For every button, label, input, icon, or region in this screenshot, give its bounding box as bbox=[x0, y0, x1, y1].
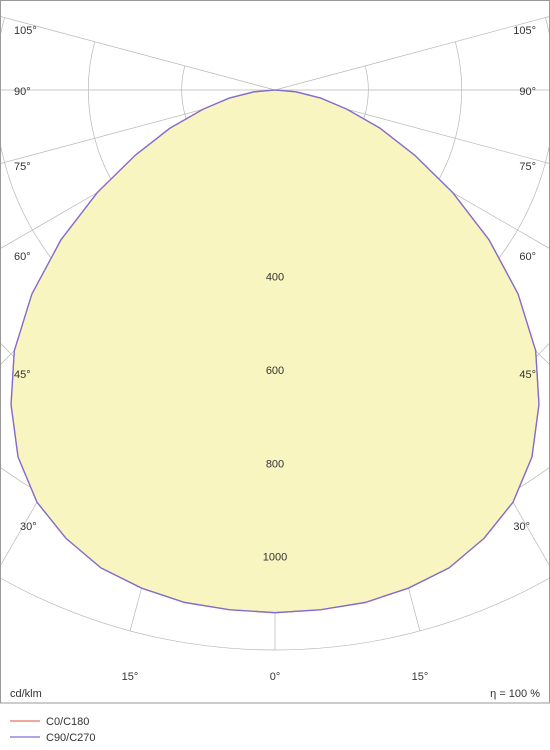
angle-label: 105° bbox=[14, 25, 37, 37]
angle-label: 30° bbox=[20, 521, 37, 533]
efficiency-label: η = 100 % bbox=[490, 688, 540, 700]
legend-label: C90/C270 bbox=[46, 732, 96, 744]
angle-label: 45° bbox=[14, 369, 31, 381]
angle-label: 15° bbox=[412, 671, 429, 683]
angle-label: 90° bbox=[14, 86, 31, 98]
angle-label: 15° bbox=[122, 671, 139, 683]
angle-label: 30° bbox=[513, 521, 530, 533]
polar-chart-svg: 105° 90° 75° 60° 45° 30° 15° 0° 15° 30° 45° 60° 75° 9… bbox=[0, 0, 550, 750]
axis-unit-label: cd/klm bbox=[10, 688, 42, 700]
angle-label: 90° bbox=[519, 86, 536, 98]
ring-label: 1000 bbox=[263, 552, 287, 564]
ring-label: 400 bbox=[266, 272, 284, 284]
angle-label: 0° bbox=[270, 671, 281, 683]
ring-label: 600 bbox=[266, 365, 284, 377]
angle-label: 60° bbox=[519, 251, 536, 263]
angle-label: 75° bbox=[519, 161, 536, 173]
angle-label: 105° bbox=[513, 25, 536, 37]
legend-label: C0/C180 bbox=[46, 716, 89, 728]
polar-chart-container: 105° 90° 75° 60° 45° 30° 15° 0° 15° 30° 45° 60° 75° 9… bbox=[0, 0, 550, 750]
angle-label: 60° bbox=[14, 251, 31, 263]
ring-label: 800 bbox=[266, 458, 284, 470]
angle-label: 45° bbox=[519, 369, 536, 381]
angle-label: 75° bbox=[14, 161, 31, 173]
